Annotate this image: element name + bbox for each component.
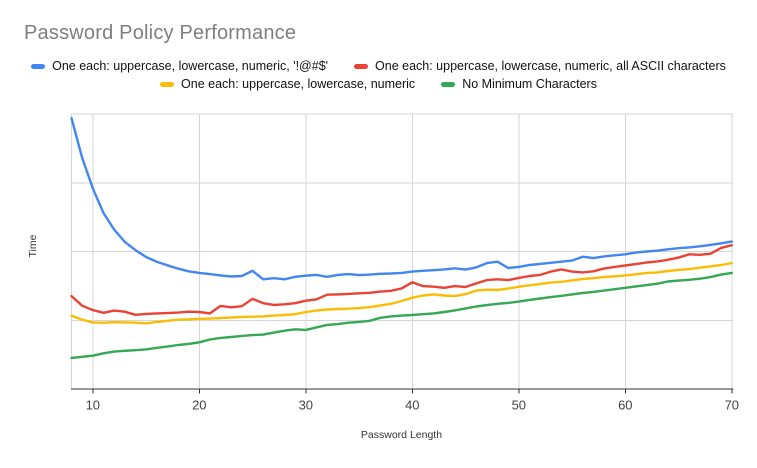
x-tick-label: 40 xyxy=(405,398,419,413)
legend-label: One each: uppercase, lowercase, numeric xyxy=(181,77,416,91)
x-tick-label: 70 xyxy=(725,398,739,413)
legend-swatch-icon xyxy=(354,63,369,69)
series-line-1 xyxy=(70,243,733,316)
x-tick-label: 20 xyxy=(192,398,206,413)
x-tick-label: 30 xyxy=(299,398,313,413)
series-line-2 xyxy=(70,261,733,325)
series-line-3 xyxy=(70,271,733,360)
legend-swatch-icon xyxy=(441,81,456,87)
legend-label: One each: uppercase, lowercase, numeric,… xyxy=(375,59,726,73)
legend-label: One each: uppercase, lowercase, numeric,… xyxy=(52,59,329,73)
legend-item-3: No Minimum Characters xyxy=(441,77,597,91)
legend-item-2: One each: uppercase, lowercase, numeric xyxy=(160,77,415,91)
x-tick-label: 60 xyxy=(618,398,632,413)
legend-row: One each: uppercase, lowercase, numeric,… xyxy=(31,59,726,73)
chart-title: Password Policy Performance xyxy=(24,22,297,44)
x-axis-title: Password Length xyxy=(360,429,443,441)
x-tick-label: 50 xyxy=(512,398,526,413)
legend-item-1: One each: uppercase, lowercase, numeric,… xyxy=(354,59,726,73)
legend-row: One each: uppercase, lowercase, numeric N… xyxy=(160,77,597,91)
legend: One each: uppercase, lowercase, numeric,… xyxy=(0,59,757,91)
legend-item-0: One each: uppercase, lowercase, numeric,… xyxy=(31,59,328,73)
legend-swatch-icon xyxy=(31,63,46,69)
legend-label: No Minimum Characters xyxy=(462,77,597,91)
legend-swatch-icon xyxy=(160,81,175,87)
x-tick-label: 10 xyxy=(86,398,100,413)
series-line-0 xyxy=(70,116,733,281)
